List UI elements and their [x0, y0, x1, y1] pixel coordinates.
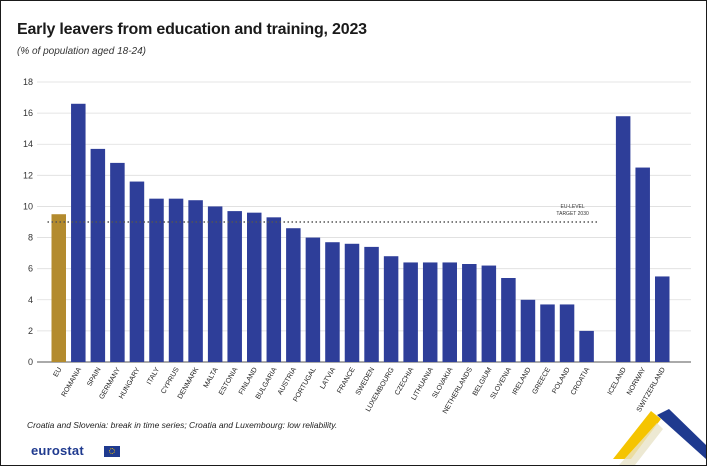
x-tick-label: LATVIA — [319, 366, 337, 390]
x-tick-label: EU — [53, 367, 64, 379]
bar-czechia — [403, 262, 418, 362]
bar-austria — [286, 228, 301, 362]
bar-eu — [51, 214, 66, 362]
x-tick-label: DENMARK — [177, 366, 201, 400]
x-tick-label: BULGARIA — [255, 366, 279, 400]
y-tick-label: 4 — [28, 295, 33, 305]
x-tick-label: BELGIUM — [472, 366, 494, 397]
bar-denmark — [188, 200, 203, 362]
x-tick-label: AUSTRIA — [277, 366, 298, 396]
target-line-label: TARGET 2030 — [556, 211, 589, 217]
bar-belgium — [481, 265, 497, 362]
x-tick-label: FINLAND — [238, 367, 259, 396]
chart-footnote: Croatia and Slovenia: break in time seri… — [27, 420, 338, 430]
bar-bulgaria — [266, 217, 282, 362]
x-tick-label: MALTA — [203, 366, 220, 389]
x-tick-label: SWEDEN — [355, 367, 376, 397]
x-tick-label: SLOVENIA — [490, 366, 514, 400]
bar-portugal — [305, 237, 321, 362]
y-tick-label: 8 — [28, 233, 33, 243]
bar-poland — [559, 304, 575, 362]
x-tick-label: FRANCE — [336, 366, 357, 395]
x-tick-label: GREECE — [531, 366, 552, 395]
corner-stripe-yellow — [613, 411, 661, 459]
target-line-label: EU-LEVEL — [561, 204, 585, 210]
y-tick-label: 14 — [23, 139, 33, 149]
bar-iceland — [615, 116, 631, 362]
bar-germany — [110, 162, 125, 362]
chart-title: Early leavers from education and trainin… — [17, 21, 367, 38]
x-tick-label: CYPRUS — [160, 366, 181, 395]
bar-luxembourg — [383, 256, 399, 362]
gridlines — [37, 81, 691, 363]
bars — [51, 103, 670, 363]
x-tick-label: ESTONIA — [218, 366, 240, 396]
bar-norway — [635, 167, 650, 362]
x-tick-label: IRELAND — [511, 367, 532, 397]
bar-finland — [247, 212, 262, 362]
x-tick-label: ICELAND — [607, 367, 628, 397]
y-tick-label: 16 — [23, 108, 33, 118]
bar-sweden — [364, 246, 379, 362]
y-tick-label: 6 — [28, 264, 33, 274]
bar-malta — [207, 206, 223, 362]
x-tick-label: POLAND — [551, 367, 571, 395]
y-tick-label: 2 — [28, 326, 33, 336]
x-tick-label: NORWAY — [626, 366, 648, 396]
eurostat-logo: eurostat — [31, 443, 84, 458]
bar-romania — [71, 103, 86, 363]
x-tick-label: SPAIN — [86, 367, 102, 388]
y-tick-label: 10 — [23, 201, 33, 211]
bar-slovenia — [501, 278, 516, 362]
bar-croatia — [579, 330, 594, 362]
eurostat-corner-graphic — [613, 409, 706, 465]
bar-netherlands — [462, 264, 477, 362]
bar-estonia — [227, 211, 242, 362]
bar-greece — [540, 304, 555, 362]
bar-slovakia — [442, 262, 457, 362]
chart-subtitle: (% of population aged 18-24) — [17, 46, 146, 57]
bar-france — [344, 243, 360, 362]
corner-stripe-blue — [657, 409, 706, 459]
x-tick-label: ROMANIA — [61, 366, 84, 398]
corner-stripe-light — [619, 423, 663, 465]
bar-lithuania — [422, 262, 438, 362]
x-tick-label: ITALY — [146, 366, 161, 386]
bar-italy — [149, 198, 164, 362]
x-tick-label: HUNGARY — [118, 366, 142, 400]
bar-switzerland — [655, 276, 670, 362]
bar-ireland — [520, 299, 536, 362]
y-tick-label: 0 — [28, 357, 33, 367]
eu-flag-icon — [104, 446, 120, 457]
bar-cyprus — [168, 198, 184, 362]
bar-spain — [90, 148, 106, 362]
x-tick-label: CZECHIA — [394, 366, 416, 396]
y-tick-label: 18 — [23, 77, 33, 87]
x-tick-label: CROATIA — [570, 366, 592, 396]
y-axis-ticks: 0 2 4 6 8 10 12 14 16 18 — [23, 77, 33, 367]
bar-hungary — [129, 181, 145, 362]
y-tick-label: 12 — [23, 170, 33, 180]
bar-latvia — [325, 242, 340, 362]
